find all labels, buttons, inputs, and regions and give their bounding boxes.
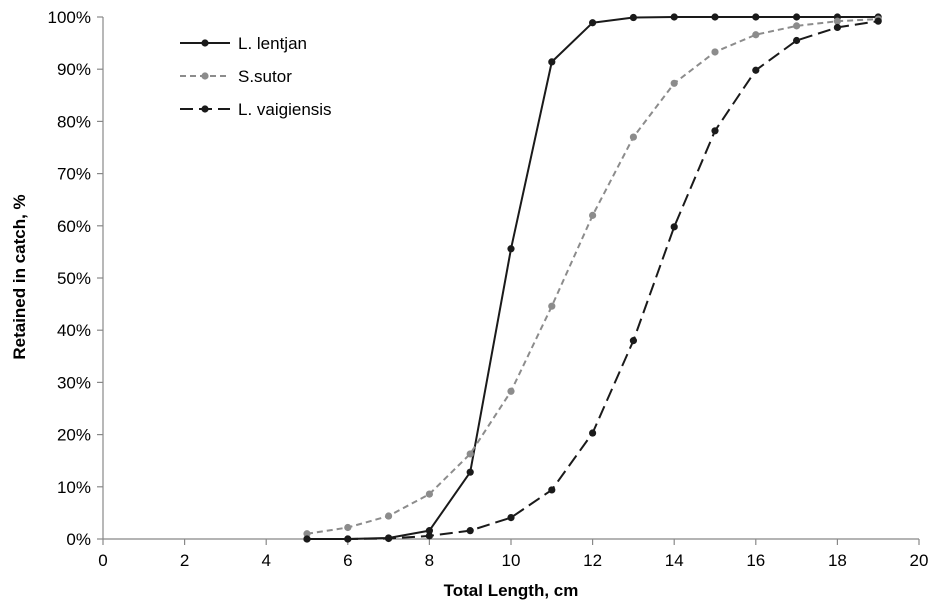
legend-entry: S.sutor: [180, 67, 292, 86]
data-point: [589, 19, 597, 27]
data-point: [385, 512, 393, 520]
series-0: [303, 13, 882, 543]
data-point: [425, 490, 433, 498]
x-tick-label: 0: [98, 551, 107, 570]
data-point: [466, 450, 474, 458]
x-tick-label: 2: [180, 551, 189, 570]
series-line: [307, 16, 879, 540]
y-tick-label: 0%: [66, 530, 91, 549]
y-tick-label: 20%: [57, 426, 91, 445]
legend-marker: [201, 72, 209, 80]
y-tick-label: 70%: [57, 165, 91, 184]
data-point: [629, 337, 638, 345]
data-point: [670, 223, 678, 231]
legend-marker: [201, 39, 209, 47]
series-layer: [303, 13, 882, 543]
y-tick-label: 60%: [57, 217, 91, 236]
legend-label: L. lentjan: [238, 34, 307, 53]
data-point: [589, 429, 597, 437]
series-line: [306, 18, 879, 535]
legend-label: S.sutor: [238, 67, 292, 86]
data-point: [833, 17, 842, 25]
data-point: [507, 387, 515, 395]
x-tick-label: 20: [910, 551, 929, 570]
data-point: [670, 13, 678, 21]
legend-label: L. vaigiensis: [238, 100, 332, 119]
data-point: [752, 13, 760, 21]
y-tick-label: 80%: [57, 112, 91, 131]
x-tick-label: 14: [665, 551, 684, 570]
y-tick-label: 40%: [57, 321, 91, 340]
x-tick-label: 12: [583, 551, 602, 570]
data-point: [303, 535, 311, 543]
data-point: [670, 79, 678, 87]
data-point: [874, 17, 882, 25]
data-point: [629, 13, 638, 22]
data-point: [344, 535, 352, 543]
x-tick-label: 10: [502, 551, 521, 570]
data-point: [344, 523, 352, 532]
data-point: [507, 245, 515, 253]
data-point: [752, 31, 760, 39]
data-point: [425, 527, 433, 535]
y-tick-label: 90%: [57, 60, 91, 79]
data-point: [711, 48, 719, 56]
data-point: [425, 532, 433, 540]
data-point: [752, 66, 760, 74]
legend-marker: [201, 105, 209, 113]
series-1: [303, 15, 882, 538]
x-tick-label: 8: [425, 551, 434, 570]
data-point: [548, 302, 556, 310]
data-point: [793, 36, 801, 45]
x-tick-label: 4: [261, 551, 270, 570]
data-point: [589, 211, 597, 219]
data-point: [548, 58, 556, 66]
data-point: [385, 534, 393, 543]
y-tick-label: 100%: [48, 8, 91, 27]
legend: L. lentjan S.sutor L. vaigiensis: [180, 34, 332, 119]
data-point: [793, 13, 801, 21]
data-point: [711, 127, 719, 135]
series-2: [303, 17, 882, 543]
x-tick-label: 6: [343, 551, 352, 570]
x-axis-title: Total Length, cm: [444, 581, 579, 600]
data-point: [466, 468, 474, 476]
data-point: [507, 513, 515, 522]
data-point: [833, 23, 842, 32]
y-tick-label: 30%: [57, 373, 91, 392]
data-point: [466, 527, 474, 535]
legend-entry: L. lentjan: [180, 34, 307, 53]
data-point: [629, 133, 638, 141]
series-line: [307, 20, 879, 540]
x-tick-label: 18: [828, 551, 847, 570]
legend-entry: L. vaigiensis: [180, 100, 332, 119]
data-point: [548, 486, 556, 494]
data-point: [793, 22, 801, 30]
x-tick-label: 16: [746, 551, 765, 570]
data-point: [303, 530, 311, 538]
data-point: [711, 13, 719, 21]
y-tick-label: 50%: [57, 269, 91, 288]
y-axis-title: Retained in catch, %: [10, 194, 29, 359]
axes-layer: 0% 10% 20% 30% 40% 50% 60% 70% 80% 90% 100% 0 2 4 6 8 10…: [48, 8, 929, 570]
y-tick-label: 10%: [57, 478, 91, 497]
